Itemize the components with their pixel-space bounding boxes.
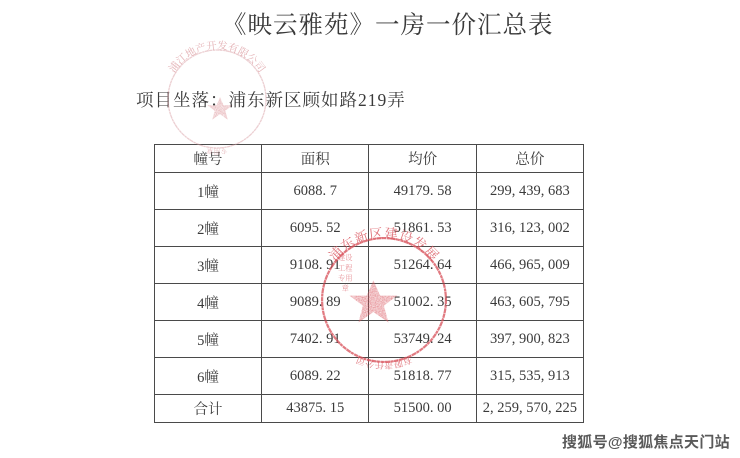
svg-text:浦江地产开发有限公司: 浦江地产开发有限公司 — [164, 37, 269, 75]
svg-text:建设: 建设 — [338, 253, 353, 263]
svg-text:专用章: 专用章 — [206, 146, 228, 157]
svg-text:工程: 工程 — [338, 263, 353, 273]
svg-text:专用: 专用 — [338, 273, 352, 283]
svg-text:有限责任公司: 有限责任公司 — [354, 353, 414, 372]
svg-text:章: 章 — [342, 283, 349, 293]
